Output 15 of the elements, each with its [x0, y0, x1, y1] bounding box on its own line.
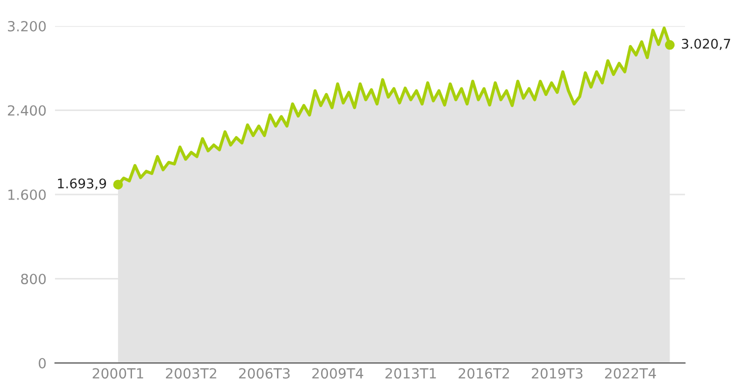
- x-tick-label: 2009T4: [312, 368, 364, 379]
- y-tick-label: 800: [21, 274, 46, 284]
- data-label: 3.020,7: [682, 38, 730, 50]
- data-label: 1.693,9: [58, 178, 106, 190]
- x-tick-label: 2022T4: [605, 368, 656, 379]
- x-tick-label: 2003T2: [166, 368, 216, 379]
- x-tick-label: 2013T1: [386, 368, 436, 379]
- x-tick-label: 2019T3: [532, 368, 582, 379]
- y-tick-label: 1.600: [8, 189, 46, 200]
- y-tick-label: 2.400: [8, 105, 46, 116]
- x-tick-label: 2000T1: [92, 368, 144, 379]
- x-tick-label: 2016T2: [458, 368, 509, 379]
- y-tick-label: 0: [38, 358, 46, 368]
- y-tick-label: 3.200: [8, 20, 46, 32]
- x-tick-label: 2006T3: [239, 368, 290, 379]
